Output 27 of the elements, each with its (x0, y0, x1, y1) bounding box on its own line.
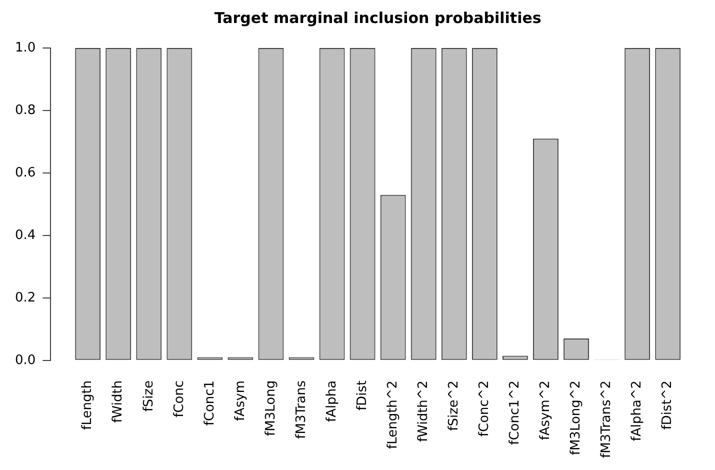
y-tick-label: 0.4 (14, 228, 36, 243)
chart-title: Target marginal inclusion probabilities (214, 8, 542, 27)
y-tick-label: 0.6 (14, 165, 36, 180)
x-tick-label: fAlpha (324, 380, 340, 422)
x-tick-label: fConc1^2 (508, 380, 523, 445)
x-tick-label: fAsym^2 (538, 380, 554, 440)
x-tick-label: fConc (172, 380, 187, 418)
x-tick-label: fM3Long (263, 380, 278, 436)
x-tick-label: fAsym (232, 380, 248, 422)
x-tick-label: fLength^2 (385, 380, 400, 450)
x-tick-label: fDist (354, 380, 370, 410)
y-tick-label: 1.0 (14, 40, 36, 56)
x-tick-label: fSize (141, 380, 156, 412)
y-tick-label: 0.0 (14, 352, 36, 368)
x-tick-label: fConc1 (202, 380, 218, 426)
x-tick-label: fDist^2 (660, 380, 676, 430)
x-tick-label: fLength (80, 380, 96, 430)
x-tick-label: fWidth^2 (416, 380, 432, 442)
x-tick-label: fM3Long^2 (568, 380, 584, 456)
x-tick-label: fM3Trans (294, 380, 309, 439)
x-tick-label: fConc^2 (477, 380, 492, 437)
y-tick-label: 0.8 (14, 102, 36, 118)
x-tick-label: fAlpha^2 (630, 380, 645, 442)
x-tick-label: fSize^2 (446, 380, 462, 431)
x-tick-label: fWidth (110, 380, 126, 423)
x-tick-label: fM3Trans^2 (599, 380, 614, 458)
y-tick-label: 0.2 (14, 290, 36, 306)
